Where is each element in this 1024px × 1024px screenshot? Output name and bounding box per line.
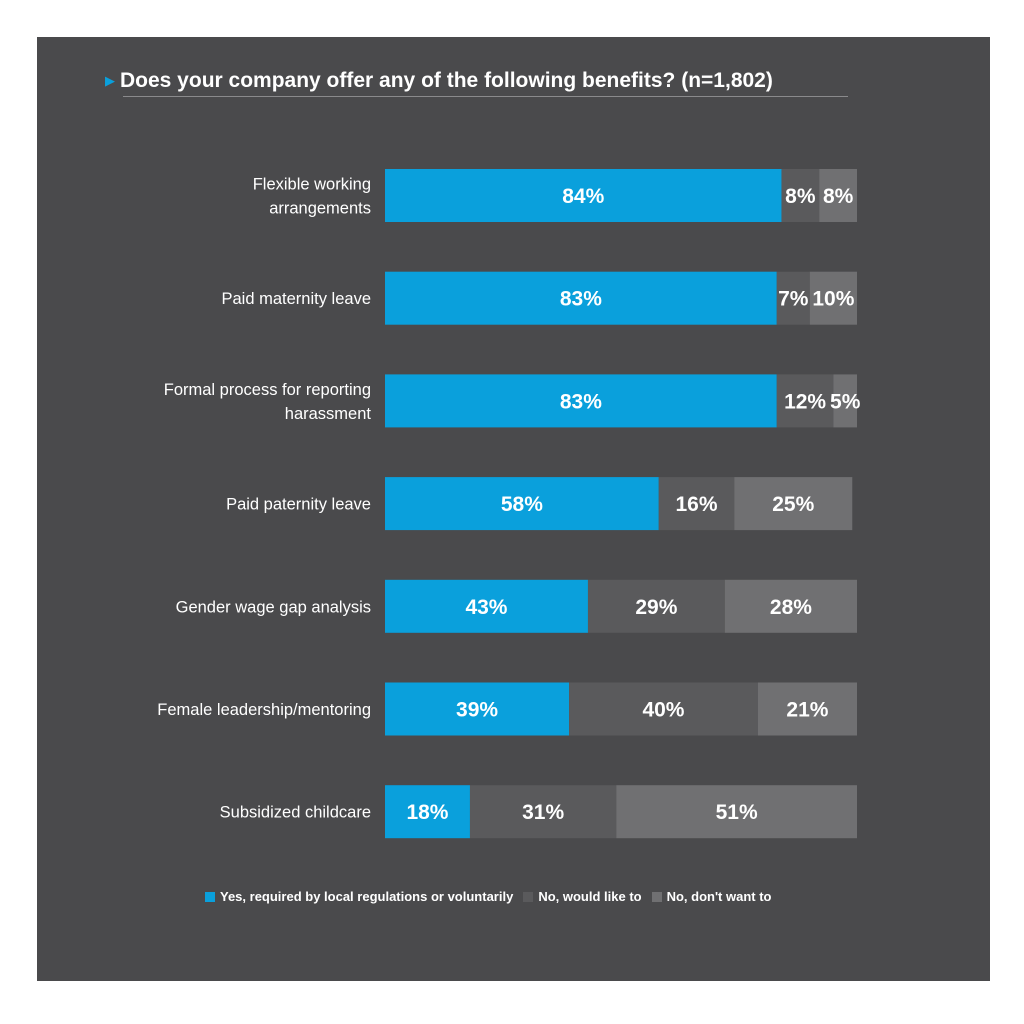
data-label: 31% (522, 801, 564, 824)
legend-label: No, don't want to (666, 889, 772, 904)
category-label-line: Paid paternity leave (226, 496, 371, 514)
bar-segment-3 (724, 579, 857, 633)
legend-swatch (523, 891, 534, 902)
category-label-line: Paid maternity leave (222, 290, 372, 308)
data-label: 5% (830, 390, 861, 413)
category-label-line: arrangements (269, 200, 371, 218)
bar-segment-1 (385, 169, 782, 222)
bar-segment-1 (385, 477, 659, 531)
legend-item-2: No, would like to (523, 889, 642, 904)
data-label: 8% (823, 185, 854, 208)
data-label: 83% (560, 288, 602, 311)
category-label-line: Subsidized childcare (220, 804, 371, 822)
data-label: 40% (642, 699, 684, 722)
category-label: Flexible working arrangements (253, 176, 371, 218)
legend-item-3: No, don't want to (651, 889, 772, 904)
chart-legend: Yes, required by local regulations or vo… (205, 889, 782, 904)
data-label: 16% (676, 493, 718, 516)
category-label: Female leadership/mentoring (157, 701, 371, 719)
bar-segment-2 (776, 374, 834, 428)
data-label: 58% (501, 493, 543, 516)
data-label: 7% (778, 288, 809, 311)
bar-segment-2 (658, 477, 735, 531)
data-label: 84% (562, 185, 604, 208)
bar-segment-3 (833, 374, 857, 428)
category-label: Subsidized childcare (220, 804, 371, 822)
data-label: 29% (635, 596, 677, 619)
legend-label: No, would like to (538, 889, 642, 904)
data-label: 25% (772, 493, 814, 516)
legend-label: Yes, required by local regulations or vo… (220, 889, 514, 904)
data-label: 51% (716, 801, 758, 824)
data-label: 12% (784, 390, 826, 413)
chart-title-text: Does your company offer any of the follo… (120, 69, 773, 92)
bar-segment-1 (385, 271, 777, 325)
bar-segment-3 (809, 271, 857, 325)
bar-segment-1 (385, 579, 588, 633)
bar-segment-3 (616, 785, 857, 839)
chart-title-block: ▶ Does your company offer any of the foll… (105, 68, 885, 97)
legend-swatch (651, 891, 662, 902)
legend-swatch (205, 891, 215, 902)
data-label: 10% (812, 288, 854, 311)
bar-segment-3 (734, 477, 853, 531)
bar-segment-3 (757, 682, 857, 736)
bar-segment-1 (385, 682, 570, 736)
data-label: 28% (770, 596, 812, 619)
title-underline (123, 96, 848, 97)
triangle-right-icon: ▶ (105, 73, 115, 88)
bar-segment-2 (781, 169, 820, 222)
bar-segment-1 (385, 785, 470, 839)
data-label: 39% (456, 699, 498, 722)
legend-item-1: Yes, required by local regulations or vo… (205, 889, 513, 904)
category-label-line: Formal process for reporting (164, 381, 371, 399)
bar-segment-3 (819, 169, 857, 222)
data-label: 21% (786, 699, 828, 722)
category-label: Formal process for reporting harassment (164, 381, 372, 423)
bar-segment-2 (469, 785, 617, 839)
bar-segment-2 (776, 271, 810, 325)
chart-title: ▶ Does your company offer any of the foll… (105, 68, 885, 94)
category-label: Gender wage gap analysis (176, 598, 371, 616)
category-label-line: Gender wage gap analysis (176, 598, 371, 616)
data-label: 8% (785, 185, 816, 208)
bar-segment-2 (587, 579, 725, 633)
category-label-line: Flexible working (253, 176, 371, 194)
category-label: Paid paternity leave (226, 496, 371, 514)
category-label-line: Female leadership/mentoring (157, 701, 371, 719)
data-label: 18% (406, 801, 448, 824)
bar-segment-2 (569, 682, 758, 736)
data-label: 43% (465, 596, 507, 619)
category-label-line: harassment (285, 405, 372, 423)
category-label: Paid maternity leave (222, 290, 372, 308)
bar-segment-1 (385, 374, 777, 428)
data-label: 83% (560, 390, 602, 413)
